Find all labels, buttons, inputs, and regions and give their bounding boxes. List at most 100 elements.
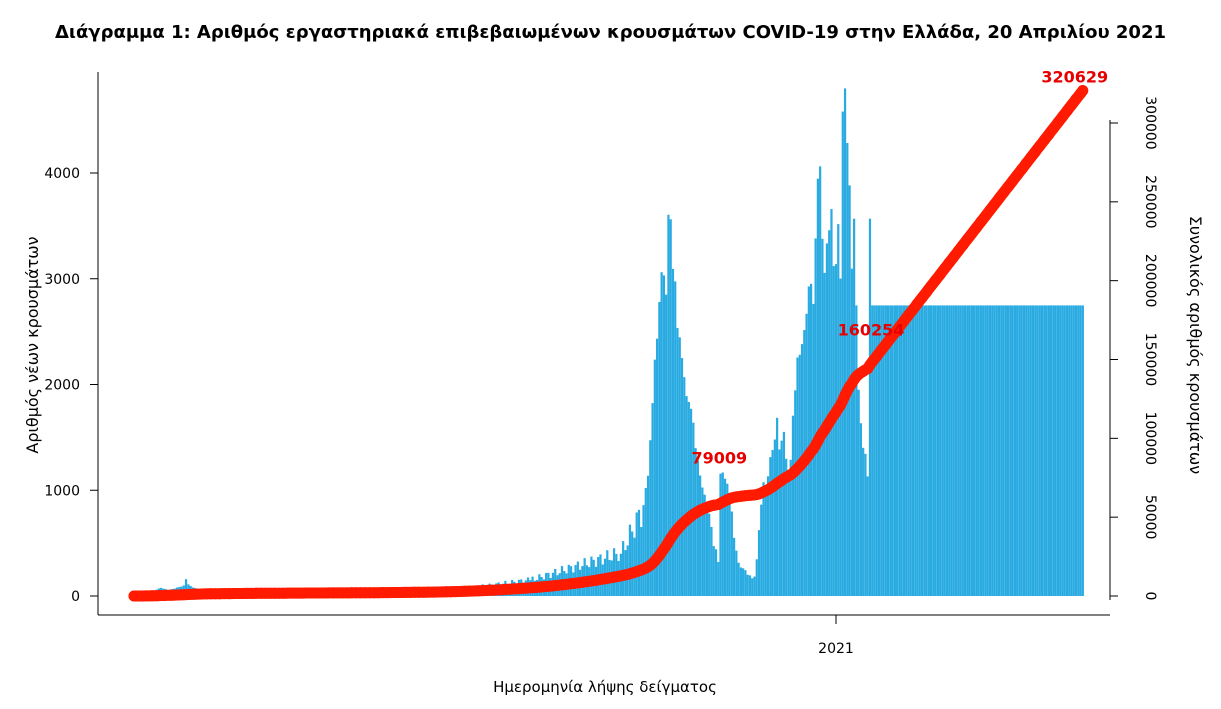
daily-cases-bar <box>1025 305 1028 596</box>
daily-cases-bar <box>889 305 892 596</box>
daily-cases-bar <box>1016 305 1019 596</box>
daily-cases-bar <box>764 488 767 596</box>
daily-cases-bar <box>776 417 779 596</box>
daily-cases-bar <box>864 453 867 596</box>
daily-cases-bar <box>680 358 684 596</box>
y-tick-label: 2000 <box>44 378 80 394</box>
daily-cases-bar <box>966 305 969 596</box>
daily-cases-bar <box>1052 305 1055 596</box>
daily-cases-bar <box>649 440 652 596</box>
daily-cases-bar <box>662 275 666 596</box>
daily-cases-bar <box>977 305 980 596</box>
daily-cases-bar <box>884 305 887 596</box>
daily-cases-bar <box>1040 305 1044 596</box>
daily-cases-bar <box>871 305 874 596</box>
daily-cases-bar <box>948 305 951 596</box>
daily-cases-bar <box>714 549 718 596</box>
daily-cases-bar <box>875 305 878 596</box>
daily-cases-bar <box>1061 305 1064 596</box>
daily-cases-bar <box>932 305 935 596</box>
daily-cases-bar <box>859 423 863 596</box>
daily-cases-bar <box>667 214 670 596</box>
daily-cases-bar <box>628 524 632 596</box>
daily-cases-bar <box>866 476 869 596</box>
y2-tick-label: 150000 <box>1142 333 1158 386</box>
daily-cases-bar <box>660 272 663 596</box>
daily-cases-bar <box>934 305 937 596</box>
daily-cases-bar <box>936 305 940 596</box>
annotations-layer: 79009 160254 320629 <box>691 68 1108 468</box>
daily-cases-bar <box>782 431 786 596</box>
daily-cases-bar <box>766 476 770 596</box>
daily-cases-bar <box>1047 305 1050 596</box>
daily-cases-bar <box>644 488 647 596</box>
daily-cases-bar <box>1065 305 1069 596</box>
y2-tick-label: 0 <box>1142 592 1158 601</box>
daily-cases-bar <box>814 238 817 596</box>
daily-cases-bar <box>796 357 799 596</box>
daily-cases-bar <box>898 305 901 596</box>
daily-cases-bar <box>877 305 881 596</box>
daily-cases-bar <box>732 537 736 596</box>
daily-cases-bar <box>902 305 906 596</box>
cumulative-annotation: 160254 <box>838 320 905 339</box>
y2-tick-label: 200000 <box>1142 254 1158 307</box>
daily-cases-bar <box>721 472 724 596</box>
daily-cases-bar <box>959 305 962 596</box>
daily-cases-bar <box>893 305 896 596</box>
daily-cases-bar <box>997 305 1001 596</box>
daily-cases-bar <box>769 457 772 596</box>
daily-cases-bar <box>855 305 858 596</box>
daily-cases-bar <box>642 505 645 596</box>
daily-cases-bar <box>726 483 729 596</box>
daily-cases-bar <box>640 527 643 596</box>
daily-cases-bar <box>963 305 967 596</box>
daily-cases-bar <box>757 530 761 596</box>
daily-cases-bar <box>868 218 872 596</box>
daily-cases-bar <box>995 305 998 596</box>
daily-cases-bar <box>694 448 697 596</box>
daily-cases-bar <box>1068 305 1071 596</box>
daily-cases-bar <box>631 531 634 596</box>
daily-cases-bar <box>742 568 745 596</box>
daily-cases-bar <box>760 504 763 596</box>
daily-cases-bar <box>920 305 924 596</box>
daily-cases-bar <box>1043 305 1046 596</box>
x-tick-label-2021: 2021 <box>818 641 854 657</box>
daily-cases-bar <box>1056 305 1060 596</box>
daily-cases-bar <box>896 305 899 596</box>
daily-cases-bar <box>954 305 958 596</box>
daily-cases-bar <box>930 305 933 596</box>
daily-cases-bar <box>712 546 715 596</box>
daily-cases-bar <box>1036 305 1039 596</box>
daily-cases-bar <box>1018 305 1021 596</box>
daily-cases-bar <box>1013 305 1017 596</box>
daily-cases-bar <box>979 305 983 596</box>
daily-cases-bar <box>1079 305 1082 596</box>
daily-cases-bar <box>674 281 677 596</box>
daily-cases-bar <box>834 264 838 596</box>
daily-cases-bar <box>916 305 919 596</box>
daily-cases-bar <box>789 459 792 596</box>
y2-axis-title: Συνολικός αριθμός κρουσμάτων <box>1186 216 1205 475</box>
daily-cases-bar <box>941 305 944 596</box>
daily-cases-bar <box>658 302 661 596</box>
daily-cases-bar <box>773 439 776 596</box>
chart-title: Διάγραμμα 1: Αριθμός εργαστηριακά επιβεβ… <box>55 22 1166 43</box>
daily-cases-bar <box>839 278 842 596</box>
daily-cases-bar <box>970 305 973 596</box>
daily-cases-bar <box>635 512 638 596</box>
daily-cases-bar <box>952 305 955 596</box>
daily-cases-bar <box>939 305 942 596</box>
daily-cases-bar <box>748 575 752 596</box>
daily-cases-bar <box>1081 305 1084 596</box>
daily-cases-bar <box>923 305 926 596</box>
daily-cases-bar <box>699 475 702 596</box>
daily-cases-bar <box>832 266 835 596</box>
daily-cases-bar <box>907 305 910 596</box>
daily-cases-bar <box>723 478 727 596</box>
left-axis-ticks: 0 1000 2000 3000 4000 <box>44 166 98 605</box>
daily-cases-bar <box>753 576 756 596</box>
cumulative-point <box>835 399 846 411</box>
y2-tick-label: 100000 <box>1142 412 1158 465</box>
